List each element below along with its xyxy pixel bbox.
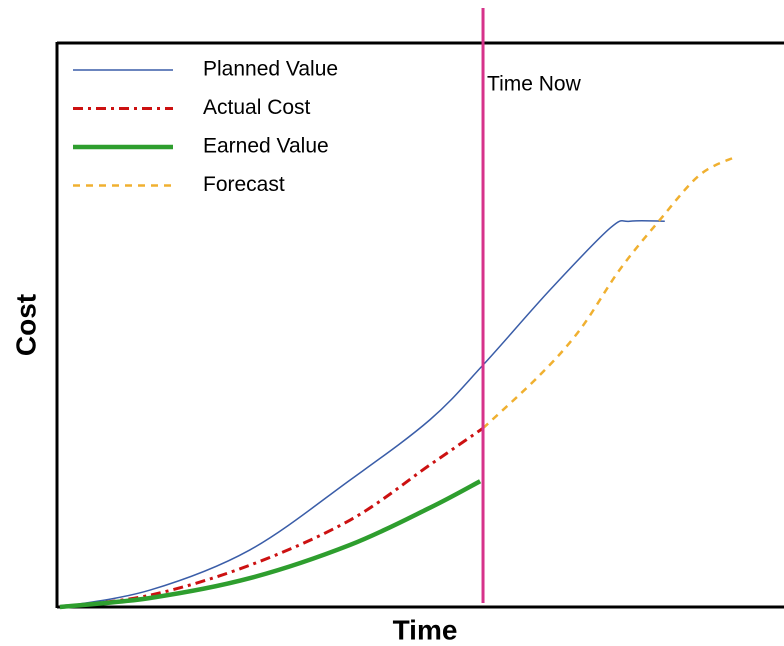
legend-label: Planned Value xyxy=(203,58,338,81)
series-line xyxy=(59,479,482,610)
x-axis-label: Time xyxy=(393,614,458,645)
series-line xyxy=(482,155,736,430)
legend-label: Earned Value xyxy=(203,135,329,158)
legend-label: Actual Cost xyxy=(203,96,311,119)
series-line xyxy=(59,426,484,609)
y-axis-label: Cost xyxy=(10,294,41,356)
series-line xyxy=(59,219,665,608)
legend-label: Forecast xyxy=(203,173,285,196)
time-now-label: Time Now xyxy=(487,73,582,96)
